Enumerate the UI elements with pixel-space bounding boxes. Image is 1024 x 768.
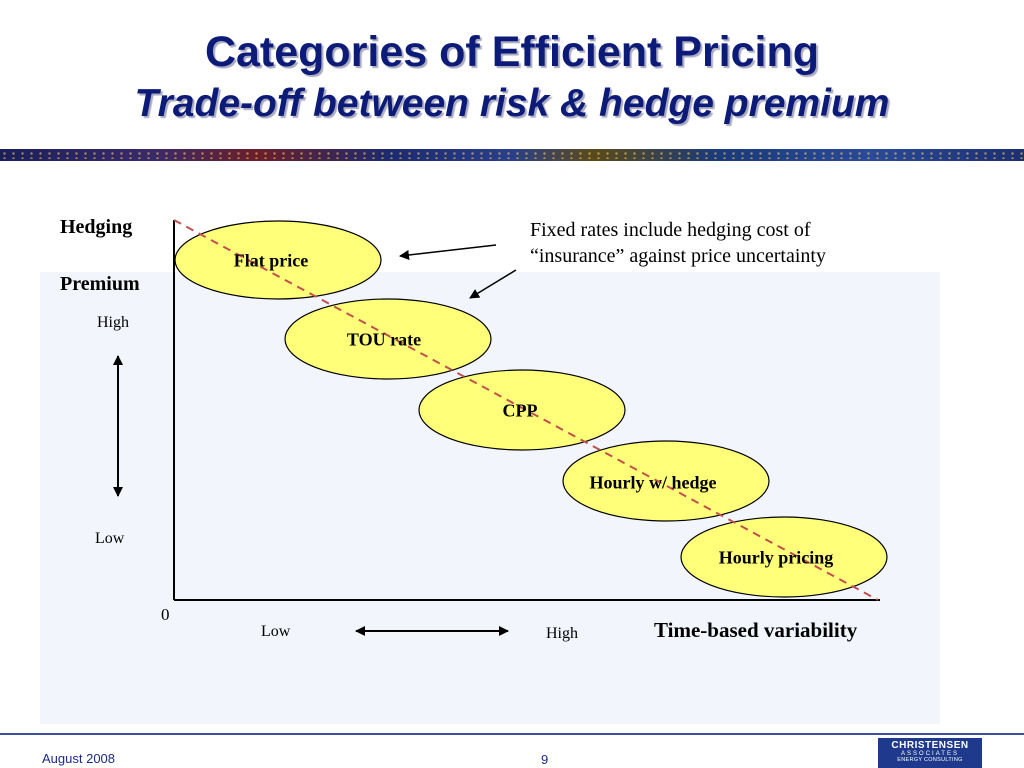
footer-date: August 2008 [42, 751, 116, 766]
footer-divider [0, 733, 1024, 735]
slide-title: Categories of Efficient Pricing [204, 28, 820, 76]
category-label-hourly-pricing: Hourly pricing [718, 547, 834, 568]
oval-cpp [418, 369, 626, 451]
y-low-label: Low [95, 530, 125, 547]
oval-hourly-hedge [562, 440, 770, 522]
annotation-line2: “insurance” against price uncertainty [530, 245, 826, 267]
x-low-label: Low [261, 623, 291, 640]
category-label-tou-rate: TOU rate [346, 329, 422, 350]
logo-line3: ENERGY CONSULTING [897, 757, 963, 763]
y-axis-label-line1: Hedging [60, 216, 133, 238]
diagram-background-panel [40, 272, 940, 724]
x-high-label: High [546, 625, 578, 642]
note-arrow-tou [469, 269, 517, 299]
page-number: 9 [541, 752, 549, 767]
oval-flat-price [174, 220, 382, 300]
logo-line2: ASSOCIATES [901, 751, 959, 757]
y-high-label: High [97, 314, 129, 331]
note-arrow-flat [399, 244, 497, 260]
slide-subtitle: Trade-off between risk & hedge premium [134, 82, 890, 125]
y-axis-label-line2: Premium [60, 273, 140, 295]
oval-hourly-pricing [680, 516, 888, 598]
logo-line1: CHRISTENSEN [891, 740, 969, 751]
category-label-cpp: CPP [502, 400, 538, 421]
company-logo: CHRISTENSEN ASSOCIATES ENERGY CONSULTING [878, 738, 982, 768]
annotation-line1: Fixed rates include hedging cost of [530, 219, 811, 241]
category-label-hourly-hedge: Hourly w/ hedge [589, 472, 717, 493]
origin-label: 0 [161, 605, 170, 624]
decorative-banner-dots [0, 151, 1024, 159]
oval-tou-rate [284, 298, 492, 380]
x-axis-title: Time-based variability [654, 618, 858, 642]
category-label-flat-price: Flat price [233, 250, 309, 271]
trade-off-trend-line [173, 219, 879, 601]
